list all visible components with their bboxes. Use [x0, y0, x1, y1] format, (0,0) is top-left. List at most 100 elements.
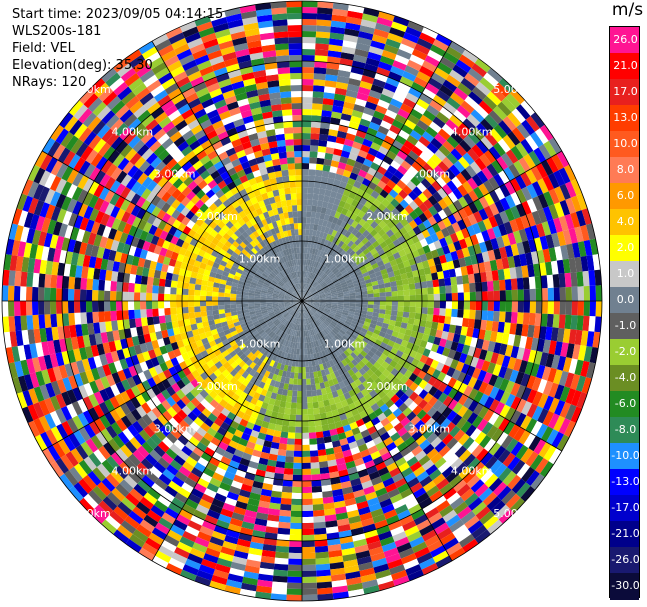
- ray-gate: [166, 396, 177, 407]
- ray-gate: [302, 348, 305, 355]
- ray-gate: [279, 307, 286, 311]
- ray-gate: [298, 318, 301, 325]
- ray-gate: [359, 512, 373, 522]
- ray-gate: [369, 323, 377, 329]
- ray-gate: [445, 301, 453, 309]
- ray-gate: [332, 377, 339, 385]
- ray-gate: [281, 318, 287, 325]
- ray-gate: [285, 292, 292, 297]
- ray-gate: [290, 402, 297, 409]
- ray-gate: [200, 306, 207, 312]
- ray-gate: [444, 339, 453, 350]
- ray-gate: [195, 402, 206, 413]
- ray-gate: [208, 340, 217, 348]
- ray-gate: [324, 189, 332, 197]
- ray-gate: [583, 301, 590, 317]
- ray-gate: [279, 292, 286, 296]
- ray-gate: [499, 246, 508, 259]
- ray-gate: [174, 424, 186, 435]
- ray-gate: [344, 164, 354, 173]
- ray-gate: [390, 368, 400, 377]
- ray-gate: [530, 251, 539, 265]
- ray-gate: [212, 385, 222, 395]
- ray-gate: [302, 456, 311, 464]
- ray-gate: [130, 385, 141, 397]
- ray-gate: [283, 312, 289, 318]
- ray-gate: [363, 434, 373, 444]
- ray-gate: [334, 506, 347, 515]
- ray-gate: [559, 402, 571, 419]
- ray-gate: [305, 372, 311, 379]
- ray-gate: [442, 509, 458, 523]
- ray-gate: [501, 435, 514, 450]
- ray-gate: [328, 44, 343, 53]
- ray-gate: [543, 191, 555, 207]
- ray-gate: [310, 127, 321, 134]
- ray-gate: [116, 310, 123, 321]
- ray-gate: [415, 294, 422, 301]
- ray-gate: [128, 470, 142, 484]
- ray-gate: [236, 327, 244, 334]
- ray-gate: [485, 271, 493, 282]
- ray-gate: [294, 342, 298, 349]
- ray-gate: [286, 588, 302, 595]
- ray-gate: [66, 403, 78, 419]
- ray-gate: [161, 452, 174, 465]
- ray-gate: [203, 488, 217, 499]
- ray-gate: [546, 157, 559, 173]
- ray-gate: [184, 324, 192, 333]
- ray-gate: [302, 132, 311, 140]
- ray-gate: [209, 503, 223, 514]
- ray-gate: [190, 252, 198, 261]
- ray-gate: [316, 311, 322, 317]
- ray-gate: [570, 212, 581, 228]
- ray-gate: [458, 433, 470, 446]
- ray-gate: [410, 108, 423, 120]
- ray-gate: [294, 305, 299, 312]
- ray-gate: [377, 99, 390, 110]
- ray-gate: [424, 534, 440, 547]
- ray-gate: [227, 357, 236, 366]
- ray-gate: [388, 189, 399, 199]
- ray-gate: [257, 506, 270, 515]
- ray-gate: [431, 517, 446, 530]
- ray-gate: [244, 509, 258, 519]
- ray-gate: [22, 390, 34, 407]
- ray-gate: [158, 315, 166, 324]
- ray-gate: [532, 391, 543, 406]
- ray-gate: [437, 371, 447, 382]
- ray-gate: [310, 341, 315, 348]
- ray-gate: [505, 194, 516, 209]
- ray-gate: [390, 198, 400, 208]
- ray-gate: [390, 417, 401, 428]
- ray-gate: [537, 393, 549, 409]
- ray-gate: [347, 217, 355, 226]
- ray-gate: [253, 443, 264, 452]
- ray-gate: [99, 321, 107, 333]
- ray-gate: [75, 265, 83, 278]
- ray-gate: [287, 340, 292, 348]
- ray-gate: [389, 27, 406, 38]
- ray-gate: [402, 185, 413, 195]
- ray-gate: [576, 193, 588, 211]
- ray-gate: [486, 425, 499, 439]
- ray-gate: [100, 332, 109, 344]
- ray-gate: [314, 49, 329, 57]
- ray-gate: [312, 328, 317, 335]
- ray-gate: [471, 444, 484, 458]
- ray-gate: [222, 361, 231, 370]
- ray-gate: [193, 334, 202, 342]
- ray-gate: [305, 330, 308, 337]
- ray-gate: [442, 140, 455, 153]
- ray-gate: [513, 427, 526, 442]
- ray-gate: [226, 529, 240, 539]
- ray-gate: [151, 527, 167, 540]
- ray-gate: [297, 342, 300, 349]
- ray-gate: [475, 448, 489, 462]
- ray-gate: [386, 462, 398, 473]
- ray-gate: [260, 308, 268, 312]
- ray-gate: [292, 384, 298, 391]
- ray-gate: [171, 402, 182, 414]
- ray-gate: [143, 222, 153, 233]
- ray-gate: [406, 323, 414, 331]
